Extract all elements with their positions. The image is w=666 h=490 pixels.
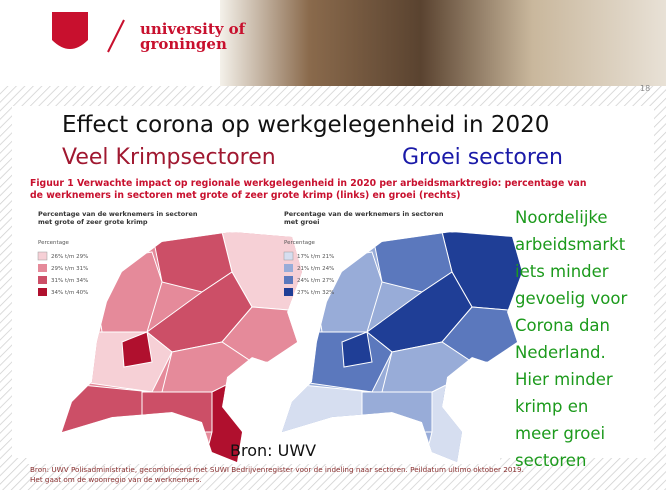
legend-krimp: 26% t/m 29%29% t/m 31%31% t/m 34%34% t/m…	[51, 251, 88, 299]
side-text-line: sectoren	[515, 447, 627, 474]
side-text-line: Corona dan	[515, 312, 627, 339]
side-text-line: Hier minder	[515, 366, 627, 393]
side-text-line: gevoelig voor	[515, 285, 627, 312]
map-title-line: met grote of zeer grote krimp	[38, 218, 197, 226]
map-title-line: met groei	[284, 218, 443, 226]
side-text-line: arbeidsmarkt	[515, 231, 627, 258]
map-title-line: Percentage van de werknemers in sectoren	[284, 210, 443, 218]
legend-title: Percentage	[38, 240, 69, 246]
figure-caption: Figuur 1 Verwachte impact op regionale w…	[30, 178, 586, 202]
side-text-line: Nederland.	[515, 339, 627, 366]
footnote: Bron: UWV Polisadministratie, gecombinee…	[30, 465, 524, 485]
slide-title: Effect corona op werkgelegenheid in 2020	[62, 112, 549, 138]
side-text-line: krimp en	[515, 393, 627, 420]
page-number: 18	[640, 84, 650, 93]
legend-label: 34% t/m 40%	[51, 287, 88, 299]
legend-label: 24% t/m 27%	[297, 275, 334, 287]
legend-label: 17% t/m 21%	[297, 251, 334, 263]
legend-label: 27% t/m 32%	[297, 287, 334, 299]
side-text-line: meer groei	[515, 420, 627, 447]
logo-crest	[52, 12, 88, 49]
legend-title: Percentage	[284, 240, 315, 246]
map-title-line: Percentage van de werknemers in sectoren	[38, 210, 197, 218]
header-photo	[220, 0, 666, 86]
legend-groei: 17% t/m 21%21% t/m 24%24% t/m 27%27% t/m…	[297, 251, 334, 299]
slide: university of groningen 18 Effect corona…	[0, 0, 666, 490]
page: Slide {"header": {"logo_line1": "univers…	[0, 0, 666, 490]
side-text-line: iets minder	[515, 258, 627, 285]
legend-label: 31% t/m 34%	[51, 275, 88, 287]
footnote-line: Bron: UWV Polisadministratie, gecombinee…	[30, 465, 524, 475]
caption-line: de werknemers in sectoren met grote of z…	[30, 190, 586, 202]
source-inset: Bron: UWV	[230, 441, 316, 460]
subtitle-left: Veel Krimpsectoren	[62, 145, 276, 170]
legend-label: 21% t/m 24%	[297, 263, 334, 275]
subtitle-right: Groei sectoren	[402, 145, 563, 170]
caption-line: Figuur 1 Verwachte impact op regionale w…	[30, 178, 586, 190]
legend-label: 26% t/m 29%	[51, 251, 88, 263]
map-title-krimp: Percentage van de werknemers in sectoren…	[38, 210, 197, 226]
side-text-line: Noordelijke	[515, 204, 627, 231]
legend-label: 29% t/m 31%	[51, 263, 88, 275]
logo-line: groningen	[140, 37, 245, 52]
map-title-groei: Percentage van de werknemers in sectoren…	[284, 210, 443, 226]
footnote-line: Het gaat om de woonregio van de werkneme…	[30, 475, 524, 485]
logo-text: university of groningen	[140, 22, 245, 52]
